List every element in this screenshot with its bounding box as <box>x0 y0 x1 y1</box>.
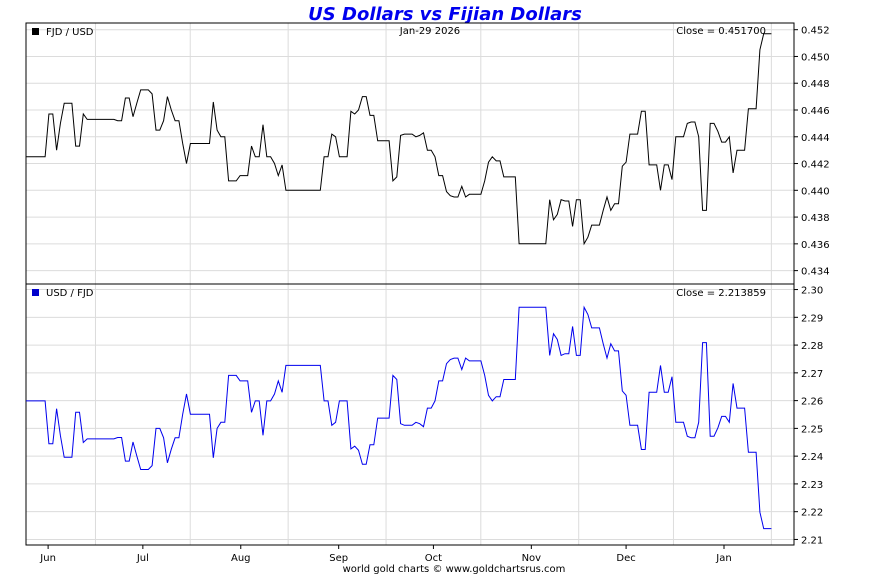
fjd-usd-y-tick-label: 0.446 <box>801 106 830 117</box>
usd-fjd-y-tick-label: 2.24 <box>801 452 823 463</box>
x-tick-label: Jul <box>136 553 149 564</box>
usd-fjd-y-tick-label: 2.21 <box>801 535 823 546</box>
fjd-usd-y-tick-label: 0.452 <box>801 26 830 37</box>
usd-fjd-panel: USD / FJD Close = 2.213859 2.212.222.232… <box>25 283 823 546</box>
usd-fjd-y-tick-label: 2.23 <box>801 480 823 491</box>
usd-fjd-legend-swatch <box>32 289 39 296</box>
fjd-usd-y-tick-label: 0.434 <box>801 267 830 278</box>
usd-fjd-y-tick-label: 2.27 <box>801 369 823 380</box>
fjd-usd-y-axis: 0.434 0.436 0.438 0.440 0.442 0.444 0.446 0.448… <box>794 26 830 278</box>
usd-fjd-y-tick-label: 2.25 <box>801 424 823 435</box>
fjd-usd-frame <box>25 22 795 285</box>
fjd-usd-y-tick-label: 0.436 <box>801 240 830 251</box>
fjd-usd-y-tick-label: 0.450 <box>801 52 830 63</box>
fjd-usd-y-tick-label: 0.440 <box>801 186 830 197</box>
fjd-usd-y-tick-label: 0.444 <box>801 133 830 144</box>
fjd-usd-series-line <box>26 33 772 246</box>
fjd-usd-legend-swatch <box>32 28 39 35</box>
fjd-usd-y-tick-label: 0.448 <box>801 79 830 90</box>
usd-fjd-y-tick-label: 2.26 <box>801 397 823 408</box>
usd-fjd-y-tick-label: 2.28 <box>801 341 823 352</box>
usd-fjd-legend: USD / FJD <box>46 288 94 299</box>
x-tick-label: Sep <box>329 553 348 564</box>
x-tick-label: Aug <box>231 553 251 564</box>
usd-fjd-series-line <box>26 305 772 530</box>
date-label: Jan-29 2026 <box>399 26 460 37</box>
fjd-usd-legend: FJD / USD <box>46 27 94 38</box>
chart-title: US Dollars vs Fijian Dollars <box>308 4 582 25</box>
fjd-usd-close-label: Close = 0.451700 <box>676 26 766 37</box>
x-tick-label: Jun <box>39 553 56 564</box>
usd-fjd-grid <box>26 284 794 545</box>
footer-credit: world gold charts © www.goldchartsrus.co… <box>343 564 566 575</box>
x-tick-label: Oct <box>425 553 442 564</box>
usd-fjd-y-tick-label: 2.22 <box>801 508 823 519</box>
x-tick-label: Jan <box>715 553 731 564</box>
fjd-usd-grid <box>26 23 794 284</box>
usd-fjd-y-tick-label: 2.29 <box>801 313 823 324</box>
fjd-usd-y-tick-label: 0.438 <box>801 213 830 224</box>
x-tick-label: Nov <box>522 553 542 564</box>
fjd-usd-panel: FJD / USD Jan-29 2026 Close = 0.451700 0… <box>25 22 830 285</box>
x-axis: Jun Jul Aug Sep Oct Nov Dec Jan <box>39 545 732 564</box>
usd-fjd-y-tick-label: 2.30 <box>801 286 823 297</box>
usd-fjd-close-label: Close = 2.213859 <box>676 288 766 299</box>
fjd-usd-y-tick-label: 0.442 <box>801 160 830 171</box>
usd-fjd-frame <box>25 283 795 546</box>
x-tick-label: Dec <box>616 553 635 564</box>
usd-fjd-y-axis: 2.21 2.22 2.23 2.24 2.25 2.26 2.27 2.28 2.29 2.30 <box>794 286 823 546</box>
